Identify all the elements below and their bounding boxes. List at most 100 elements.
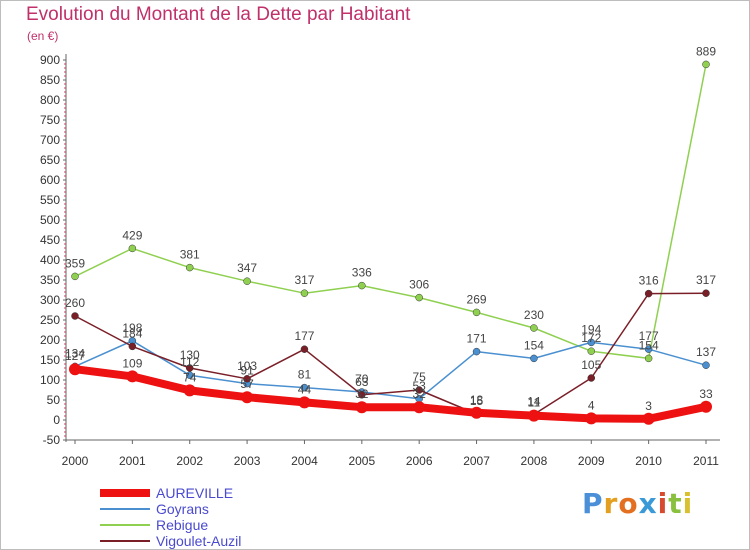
y-tick-label: 600 (40, 173, 60, 187)
y-tick-label: -50 (43, 433, 61, 447)
data-point (415, 386, 423, 394)
data-label: 15 (470, 394, 484, 408)
data-point (300, 345, 309, 353)
data-label: 347 (237, 261, 257, 275)
logo-letter: i (657, 487, 669, 520)
data-point (128, 244, 137, 253)
legend-swatch-vigoulet-auzil (100, 540, 150, 542)
logo-letter: r (603, 487, 619, 520)
data-label: 336 (352, 266, 372, 280)
proxiti-logo: Proxiti (582, 487, 693, 520)
x-tick-label: 2009 (578, 454, 605, 468)
y-tick-label: 750 (40, 113, 60, 127)
y-tick-label: 700 (40, 133, 60, 147)
legend-swatch-aureville (100, 489, 150, 497)
data-point (185, 263, 194, 272)
legend-item: Rebigue (100, 517, 241, 533)
data-label: 32 (355, 387, 369, 401)
logo-letter: i (682, 487, 694, 520)
series-line-rebigue (74, 63, 707, 360)
data-point (298, 396, 311, 409)
y-tick-label: 0 (53, 413, 60, 427)
x-tick-label: 2011 (693, 454, 719, 468)
data-label: 105 (581, 358, 601, 372)
data-label: 53 (413, 379, 427, 393)
x-tick-label: 2000 (62, 454, 89, 468)
chart-unit-label: (en €) (27, 29, 59, 43)
data-point (702, 60, 710, 69)
data-label: 4 (588, 398, 595, 412)
data-label: 91 (240, 364, 254, 378)
series-line-aureville (71, 365, 710, 423)
data-label: 127 (65, 349, 85, 363)
data-point (128, 342, 137, 351)
data-point (358, 391, 366, 399)
data-point (300, 383, 309, 392)
data-label: 63 (355, 375, 369, 389)
x-tick-label: 2007 (463, 454, 490, 468)
data-point (530, 324, 538, 332)
y-tick-label: 400 (40, 253, 60, 267)
data-point (644, 354, 653, 363)
chart-title: Evolution du Montant de la Dette par Hab… (26, 4, 411, 25)
data-point (243, 277, 251, 285)
legend-label: Vigoulet-Auzil (156, 533, 242, 549)
data-point (71, 272, 79, 281)
data-label: 184 (122, 326, 142, 340)
legend-item: Vigoulet-Auzil (100, 533, 241, 549)
legend-swatch-rebigue (100, 524, 150, 526)
data-point (587, 374, 596, 382)
y-tick-label: 200 (40, 333, 60, 347)
data-label: 429 (122, 228, 142, 242)
x-tick-label: 2004 (291, 454, 318, 468)
y-tick-label: 900 (40, 53, 60, 67)
logo-letter: x (638, 487, 658, 520)
data-label: 130 (180, 348, 200, 362)
logo-letter: t (668, 487, 683, 520)
data-label: 109 (122, 356, 142, 370)
data-label: 70 (355, 372, 369, 386)
y-tick-label: 100 (40, 373, 60, 387)
data-label: 889 (696, 44, 716, 58)
data-point (185, 364, 194, 372)
data-label: 172 (581, 331, 601, 345)
data-label: 32 (413, 387, 427, 401)
data-label: 359 (65, 256, 85, 270)
data-label: 11 (528, 396, 541, 410)
legend-swatch-goyrans (100, 508, 150, 510)
data-point (527, 409, 540, 422)
x-tick-label: 2001 (119, 454, 146, 468)
data-label: 317 (294, 273, 314, 287)
y-tick-label: 500 (40, 213, 60, 227)
data-label: 177 (639, 329, 659, 343)
legend-label: AUREVILLE (156, 485, 234, 501)
series-line-goyrans (74, 340, 707, 400)
data-point (644, 289, 653, 298)
x-tick-label: 2006 (406, 454, 433, 468)
data-point (644, 345, 653, 353)
logo-letter: o (618, 487, 639, 520)
data-label: 74 (183, 370, 197, 384)
data-label: 134 (65, 346, 85, 360)
legend: AUREVILLE Goyrans Rebigue Vigoulet-Auzil (100, 485, 241, 549)
y-tick-label: 850 (40, 73, 60, 87)
data-point (472, 347, 481, 356)
y-tick-label: 550 (40, 193, 60, 207)
x-tick-label: 2005 (348, 454, 375, 468)
data-point (702, 361, 710, 369)
data-point (470, 406, 483, 419)
data-point (413, 401, 426, 414)
x-tick-label: 2010 (635, 454, 662, 468)
y-tick-label: 50 (47, 393, 61, 407)
data-label: 14 (527, 394, 541, 408)
data-label: 44 (298, 382, 312, 396)
data-label: 317 (696, 273, 716, 287)
data-label: 260 (65, 296, 85, 310)
data-point (642, 412, 655, 425)
data-label: 269 (467, 292, 487, 306)
data-label: 154 (639, 338, 659, 352)
data-label: 75 (413, 370, 427, 384)
data-point (241, 391, 254, 404)
data-point (530, 354, 538, 363)
